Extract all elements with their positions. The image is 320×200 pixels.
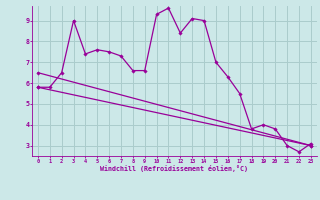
- X-axis label: Windchill (Refroidissement éolien,°C): Windchill (Refroidissement éolien,°C): [100, 165, 248, 172]
